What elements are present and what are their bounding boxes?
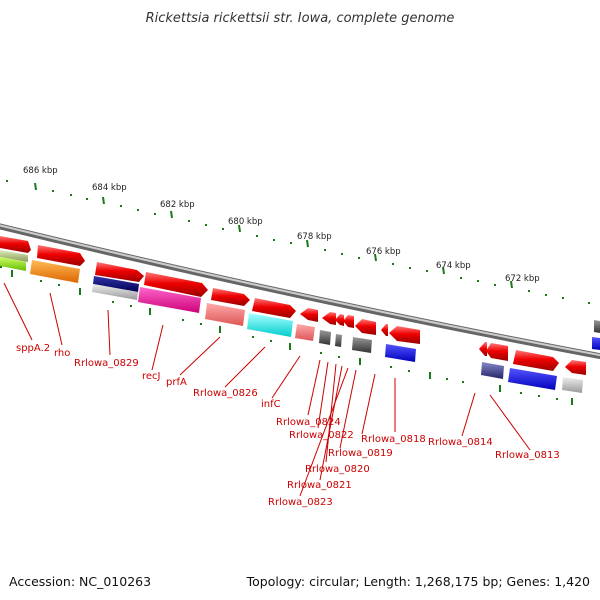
gene-label-0819: Rrlowa_0819: [328, 448, 393, 459]
gene-block: [508, 368, 557, 390]
gene-label-0821: Rrlowa_0821: [287, 480, 352, 491]
gene-labels: sppA.2 rho Rrlowa_0829 recJ prfA Rrlowa_…: [16, 343, 560, 508]
ruler-label-686: 686 kbp: [23, 166, 58, 176]
gene-arrow: [95, 262, 144, 282]
gene-arrow: [479, 342, 487, 356]
gene-label-0822: Rrlowa_0822: [289, 430, 354, 441]
gene-block: [138, 287, 201, 313]
gene-arrow: [381, 324, 388, 336]
gene-arrow: [486, 343, 508, 361]
genome-backbone: [0, 223, 600, 360]
genome-summary-text: Topology: circular; Length: 1,268,175 bp…: [246, 574, 590, 589]
gene-block: [481, 362, 504, 379]
ruler-label-682: 682 kbp: [160, 200, 195, 210]
gene-arrow: [144, 272, 208, 297]
gene-arrow: [37, 245, 85, 266]
gene-label-0818: Rrlowa_0818: [361, 434, 426, 445]
gene-block: [93, 276, 139, 292]
inner-ruler-dots: [0, 266, 558, 400]
gene-block: [594, 320, 600, 333]
gene-block: [385, 344, 416, 362]
gene-arrow: [565, 360, 586, 375]
gene-label-recJ: recJ: [142, 371, 161, 382]
gene-label-prfA: prfA: [166, 377, 187, 388]
gene-arrow: [322, 312, 336, 325]
gene-block: [30, 260, 80, 283]
map-title: Rickettsia rickettsii str. Iowa, complet…: [146, 11, 455, 26]
gene-block: [92, 284, 138, 300]
outer-ruler-dots: [6, 180, 590, 304]
gene-block: [247, 313, 293, 337]
outer-ruler-major-ticks: [34, 182, 513, 289]
forward-genes: [0, 236, 586, 375]
gene-label-infC: infC: [261, 399, 281, 410]
ruler-label-676: 676 kbp: [366, 247, 401, 257]
gene-arrow: [252, 298, 296, 318]
gene-label-sppA2: sppA.2: [16, 343, 50, 354]
gene-label-0813: Rrlowa_0813: [495, 450, 560, 461]
colored-genes: [0, 250, 600, 393]
outer-ruler: 686 kbp 684 kbp 682 kbp 680 kbp 678 kbp …: [6, 166, 590, 304]
gene-block: [205, 303, 245, 326]
ruler-label-678: 678 kbp: [297, 232, 332, 242]
gene-block: [562, 377, 583, 393]
gene-label-0823: Rrlowa_0823: [268, 497, 333, 508]
gene-block: [352, 337, 372, 353]
gene-arrow: [300, 308, 318, 322]
gene-arrow: [211, 288, 250, 306]
gene-label-0824: Rrlowa_0824: [276, 417, 341, 428]
gene-arrow: [343, 315, 354, 328]
gene-label-0820: Rrlowa_0820: [305, 464, 370, 475]
ruler-label-672: 672 kbp: [505, 274, 540, 284]
gene-block: [592, 337, 600, 350]
gene-label-0814: Rrlowa_0814: [428, 437, 493, 448]
ruler-label-674: 674 kbp: [436, 261, 471, 271]
accession-text: Accession: NC_010263: [9, 574, 151, 589]
gene-block: [0, 250, 28, 262]
gene-arrow: [389, 326, 420, 344]
gene-block: [335, 334, 342, 347]
inner-ruler-major-ticks: [11, 270, 573, 405]
inner-ruler: [0, 266, 573, 405]
ruler-label-680: 680 kbp: [228, 217, 263, 227]
ruler-label-684: 684 kbp: [92, 183, 127, 193]
gene-arrow: [355, 319, 376, 335]
gene-arrow: [0, 236, 31, 253]
gene-label-rho: rho: [54, 348, 70, 359]
gene-label-0826: Rrlowa_0826: [193, 388, 258, 399]
gene-block: [0, 257, 26, 271]
gene-block: [295, 324, 315, 341]
ruler-labels: 686 kbp 684 kbp 682 kbp 680 kbp 678 kbp …: [23, 166, 540, 284]
gene-arrow: [513, 350, 559, 371]
label-leaders: [3, 282, 531, 497]
gene-label-0829: Rrlowa_0829: [74, 358, 139, 369]
gene-block: [319, 330, 331, 345]
gene-arrow: [335, 314, 344, 326]
